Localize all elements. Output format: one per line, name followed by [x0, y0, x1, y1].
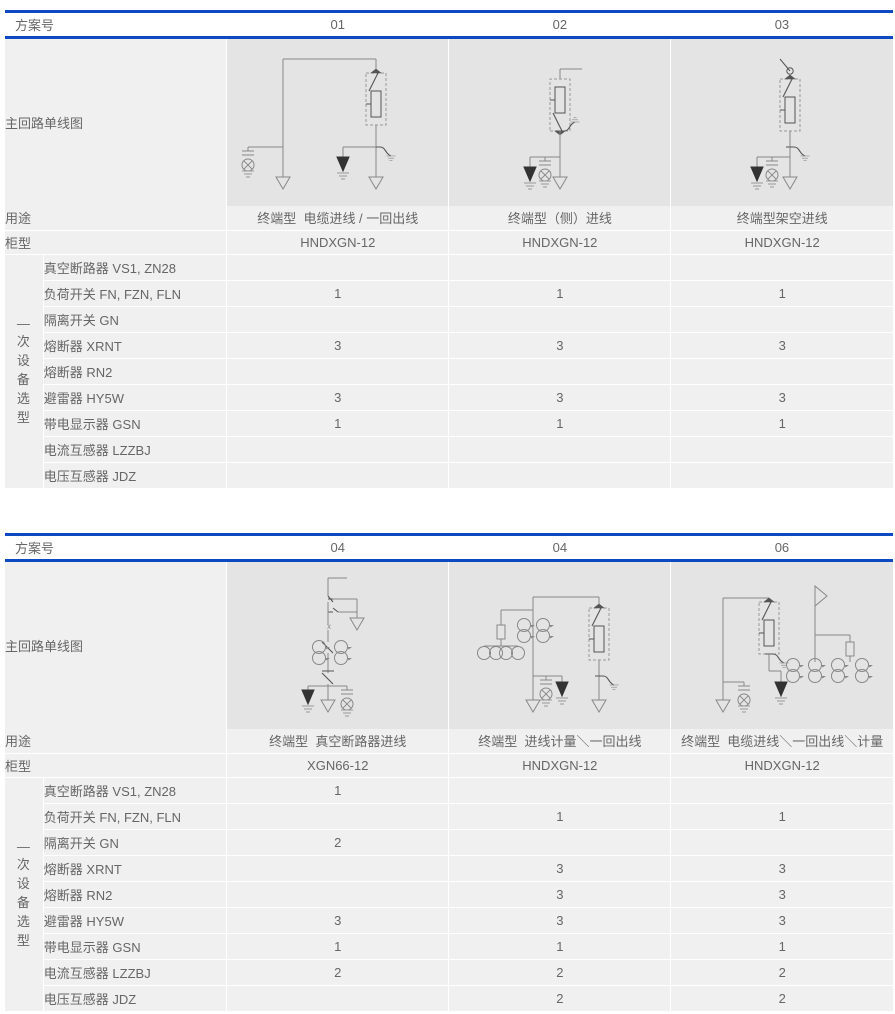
svg-text:x: x [327, 622, 331, 631]
